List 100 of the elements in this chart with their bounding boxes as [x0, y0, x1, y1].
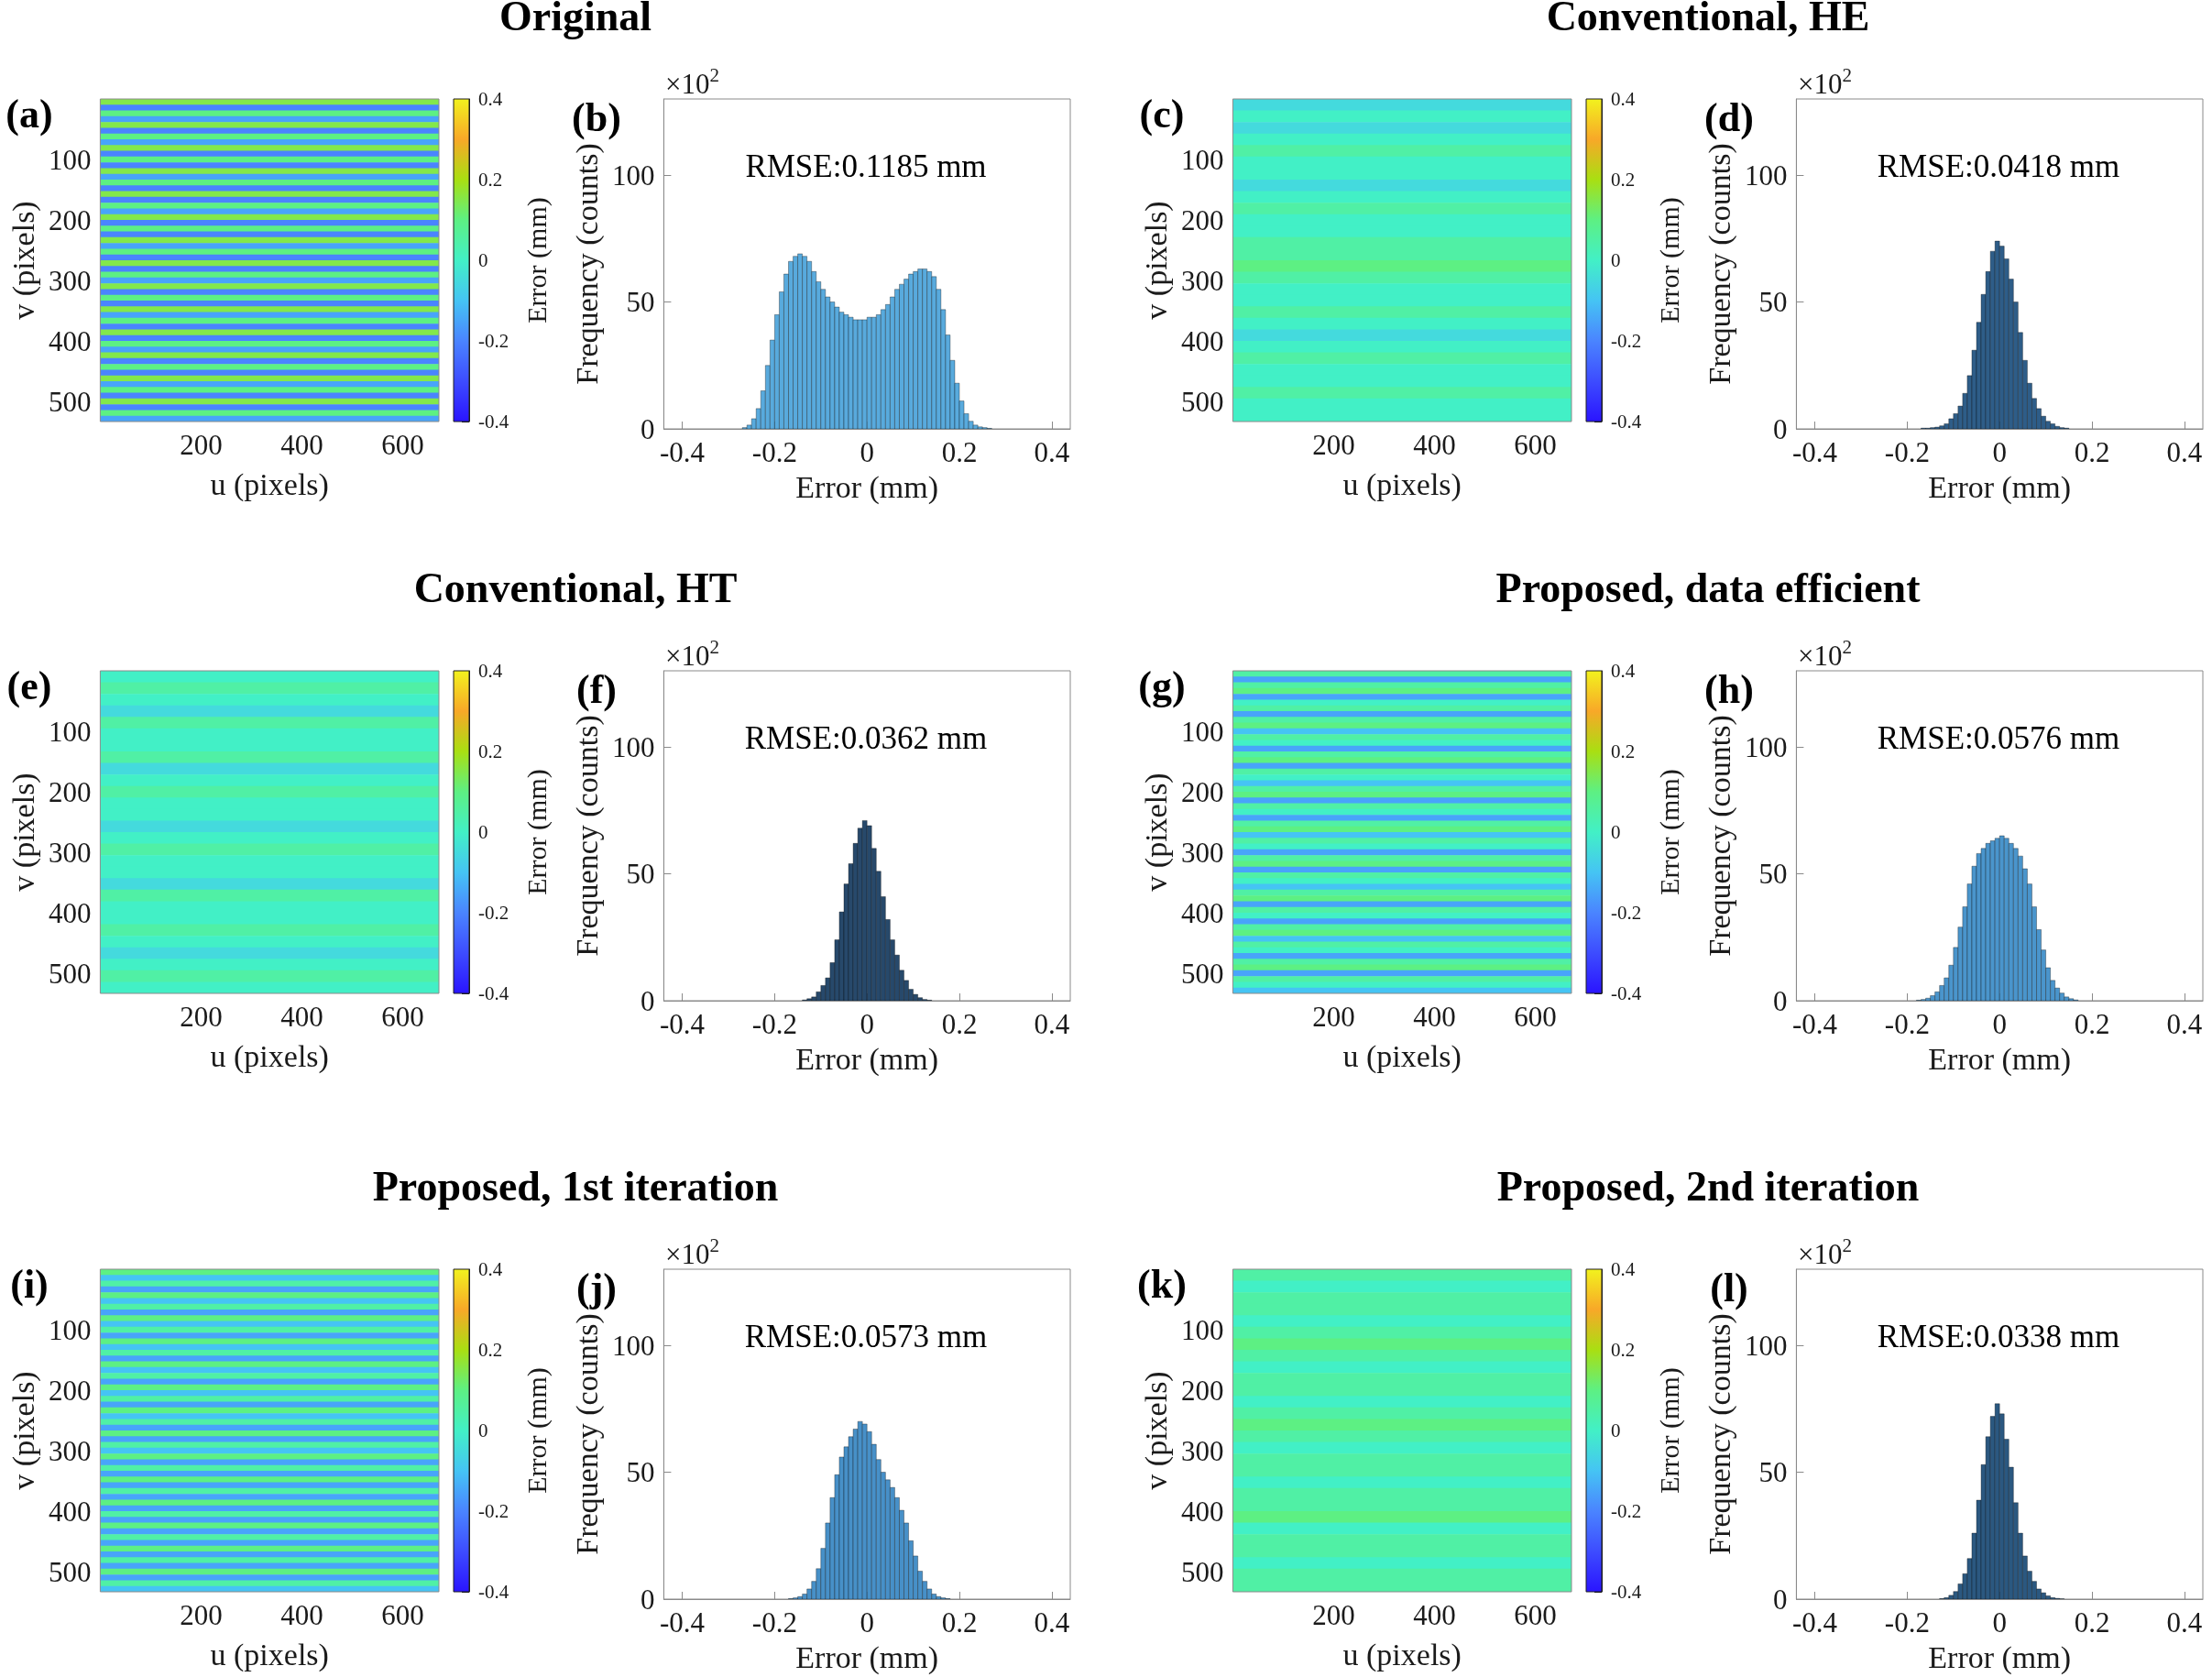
annotation: ×10$^{2}$	[665, 635, 720, 673]
color-bar-label: -0.2	[1611, 902, 1642, 924]
annotation: ×10$^{2}$	[665, 63, 720, 101]
chart-title: Original	[498, 0, 652, 40]
y-tick-label: 100	[48, 143, 92, 176]
color-bar-label: 0.4	[478, 660, 503, 682]
color-bar-label: 0.4	[1611, 88, 1636, 110]
x-tick-label: 200	[180, 1599, 223, 1631]
color-bar-label: 0.2	[478, 740, 503, 762]
x-tick-label: 0.2	[2074, 436, 2110, 468]
x-tick-label: 0.2	[2074, 1606, 2110, 1639]
color-bar-title: Error (mm)	[1653, 769, 1685, 895]
y-tick-label: 200	[1180, 203, 1224, 236]
text: (d)	[1704, 94, 1754, 141]
text: (g)	[1138, 663, 1186, 709]
color-bar-label: -0.4	[478, 1581, 509, 1603]
x-tick-label: 0.2	[941, 1008, 978, 1040]
y-tick-label: 400	[48, 325, 92, 358]
x-tick-label: 200	[1312, 429, 1355, 461]
y-tick-label: 100	[1180, 1313, 1224, 1346]
x-tick-label: -0.2	[751, 1008, 797, 1040]
color-bar-label: 0.2	[478, 169, 503, 191]
y-tick-label: 400	[1180, 897, 1224, 930]
x-axis-title: u (pixels)	[210, 1637, 329, 1672]
text: (i)	[10, 1261, 49, 1308]
color-bar-title: Error (mm)	[1653, 1367, 1685, 1494]
x-tick-label: -0.4	[1792, 436, 1838, 468]
x-axis-title: u (pixels)	[210, 466, 329, 502]
x-tick-label: 600	[381, 429, 424, 461]
y-axis-title: v (pixels)	[5, 1371, 41, 1490]
color-bar-label: 0.2	[1611, 169, 1636, 191]
x-axis-title: Error (mm)	[795, 1639, 939, 1675]
y-tick-label: 500	[1180, 386, 1224, 419]
y-tick-label: 100	[48, 1313, 92, 1346]
y-axis-title: v (pixels)	[1138, 773, 1174, 892]
x-tick-label: 0.4	[1034, 1606, 1070, 1639]
y-tick-label: 500	[48, 958, 92, 991]
color-bar-label: -0.2	[478, 330, 509, 352]
y-tick-label: 200	[1180, 775, 1224, 808]
y-axis-title: v (pixels)	[5, 773, 41, 892]
text: (c)	[1139, 91, 1185, 137]
color-bar-label: -0.2	[478, 902, 509, 924]
x-axis-title: u (pixels)	[1342, 1038, 1462, 1074]
chart-title: Conventional, HT	[413, 564, 738, 612]
chart-title: Proposed, 2nd iteration	[1496, 1162, 1920, 1211]
y-tick-label: 100	[611, 1329, 655, 1362]
text: (h)	[1704, 666, 1754, 713]
x-tick-label: 0	[860, 436, 874, 468]
y-tick-label: 500	[1180, 958, 1224, 991]
y-tick-label: 300	[48, 1435, 92, 1467]
color-bar-label: 0.4	[478, 88, 503, 110]
annotation: RMSE:0.0338 mm	[1877, 1318, 2120, 1355]
x-tick-label: 0.2	[941, 436, 978, 468]
y-tick-label: 300	[1180, 265, 1224, 297]
color-bar-label: 0.4	[478, 1258, 503, 1280]
x-tick-label: 400	[280, 429, 323, 461]
text: (b)	[572, 94, 621, 141]
x-axis-title: Error (mm)	[1928, 1041, 2072, 1077]
x-tick-label: 200	[1312, 1599, 1355, 1631]
color-bar-label: 0.4	[1611, 1258, 1636, 1280]
chart-title: Conventional, HE	[1546, 0, 1870, 40]
x-tick-label: -0.2	[1884, 436, 1930, 468]
y-tick-label: 400	[48, 897, 92, 930]
color-bar-label: 0.2	[1611, 740, 1636, 762]
annotation: ×10$^{2}$	[665, 1233, 720, 1271]
x-tick-label: 400	[1413, 429, 1456, 461]
x-tick-label: 200	[1312, 1001, 1355, 1033]
color-bar-title: Error (mm)	[520, 769, 553, 895]
y-tick-label: 50	[626, 858, 655, 891]
color-bar-title: Error (mm)	[520, 1367, 553, 1494]
x-tick-label: 0.4	[2166, 1008, 2203, 1040]
annotation: ×10$^{2}$	[1798, 635, 1853, 673]
x-tick-label: 0	[1992, 1606, 2007, 1639]
y-tick-label: 100	[611, 730, 655, 763]
x-tick-label: 0.4	[1034, 436, 1070, 468]
x-tick-label: 200	[180, 429, 223, 461]
color-bar-label: 0.4	[1611, 660, 1636, 682]
x-tick-label: -0.4	[1792, 1606, 1838, 1639]
x-axis-title: u (pixels)	[1342, 1637, 1462, 1672]
x-tick-label: 0	[1992, 436, 2007, 468]
color-bar-label: 0	[478, 249, 488, 271]
x-tick-label: 600	[1514, 1001, 1557, 1033]
text: (a)	[5, 91, 53, 137]
color-bar-label: 0	[478, 1419, 488, 1441]
x-tick-label: 0	[860, 1606, 874, 1639]
color-bar-label: -0.2	[1611, 330, 1642, 352]
chart-title: Proposed, 1st iteration	[372, 1162, 779, 1211]
y-tick-label: 100	[611, 159, 655, 192]
y-tick-label: 500	[1180, 1556, 1224, 1589]
x-tick-label: 0	[1992, 1008, 2007, 1040]
y-tick-label: 50	[626, 286, 655, 319]
text: (k)	[1137, 1261, 1187, 1308]
color-bar-label: 0	[1611, 249, 1621, 271]
x-tick-label: 0.4	[2166, 1606, 2203, 1639]
annotation: RMSE:0.0362 mm	[744, 719, 988, 757]
x-tick-label: 600	[381, 1599, 424, 1631]
y-tick-label: 100	[1744, 1329, 1788, 1362]
x-tick-label: 600	[381, 1001, 424, 1033]
color-bar-label: -0.2	[1611, 1500, 1642, 1522]
y-tick-label: 100	[48, 715, 92, 748]
